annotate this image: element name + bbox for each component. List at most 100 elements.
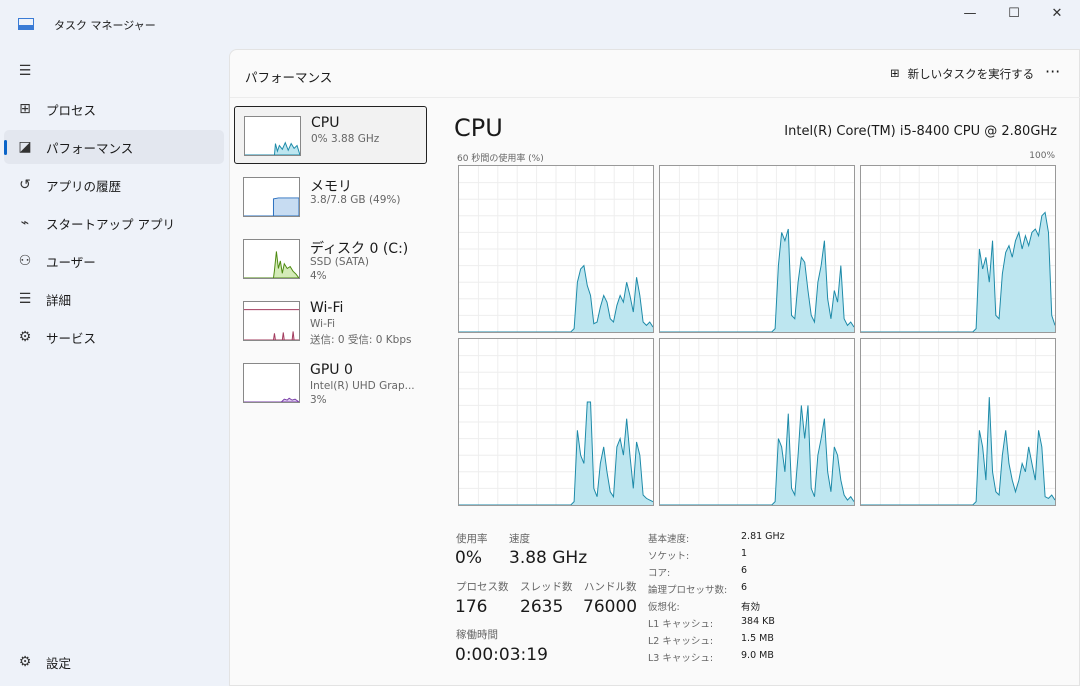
detail-value: 9.0 MB <box>741 650 774 661</box>
detail-value: 6 <box>741 565 748 576</box>
processes-icon: ⊞ <box>19 101 31 117</box>
core-usage-line <box>459 401 653 505</box>
sidebar-item-2[interactable]: ↺ アプリの履歴 <box>4 168 224 202</box>
device-sub: Intel(R) UHD Grap... <box>310 380 415 392</box>
usage-value: 0% <box>455 548 482 568</box>
detail-key: 仮想化: <box>648 602 680 613</box>
detail-key: 基本速度: <box>648 534 690 545</box>
core-usage-line <box>459 264 653 332</box>
gear-icon: ⚙ <box>18 654 32 670</box>
usage-label: 使用率 <box>456 533 488 545</box>
graph-max-label: 100% <box>1029 151 1055 161</box>
thumbnail-area <box>244 331 299 340</box>
core-usage-line <box>660 405 854 505</box>
core-usage-area <box>459 402 653 505</box>
sidebar-item-label: 設定 <box>46 655 72 671</box>
device-sub: 3.8/7.8 GB (49%) <box>310 194 401 206</box>
device-item-3[interactable]: Wi-Fi Wi-Fi 送信: 0 受信: 0 Kbps <box>234 292 427 350</box>
core-graph-4 <box>659 338 855 506</box>
sidebar-item-label: パフォーマンス <box>46 140 134 156</box>
maximize-button[interactable]: ☐ <box>1008 6 1020 21</box>
divider <box>230 97 1080 98</box>
run-new-task-button[interactable]: ⊞ 新しいタスクを実行する <box>890 66 1034 82</box>
main-panel: パフォーマンス ⊞ 新しいタスクを実行する ··· CPU 0% 3.88 GHz… <box>229 49 1080 686</box>
device-thumbnail-graph <box>243 301 300 341</box>
device-sub2: 送信: 0 受信: 0 Kbps <box>310 334 412 346</box>
more-options-button[interactable]: ··· <box>1045 62 1061 81</box>
detail-key: 論理プロセッサ数: <box>648 585 728 596</box>
close-button[interactable]: ✕ <box>1051 6 1063 21</box>
device-sub2: 3% <box>310 394 327 406</box>
handles-value: 76000 <box>583 597 638 617</box>
sidebar-item-1[interactable]: ◪ パフォーマンス <box>4 130 224 164</box>
device-name: CPU <box>311 115 340 131</box>
page-title: パフォーマンス <box>245 70 333 85</box>
detail-value: 1 <box>741 548 748 559</box>
sidebar-item-0[interactable]: ⊞ プロセス <box>4 92 224 126</box>
sidebar-item-label: サービス <box>46 330 97 346</box>
device-name: GPU 0 <box>310 362 353 378</box>
uptime-value: 0:00:03:19 <box>455 645 548 665</box>
window-title: タスク マネージャー <box>54 19 156 32</box>
users-icon: ⚇ <box>18 253 32 269</box>
core-usage-line <box>660 228 854 332</box>
details-icon: ☰ <box>18 291 32 307</box>
detail-value: 6 <box>741 582 748 593</box>
device-item-2[interactable]: ディスク 0 (C:) SSD (SATA) 4% <box>234 230 427 288</box>
device-thumbnail-graph <box>244 116 301 156</box>
startup-icon: ⌁ <box>20 215 30 231</box>
core-usage-area <box>861 212 1055 332</box>
hamburger-menu-button[interactable]: ☰ <box>4 54 224 88</box>
threads-label: スレッド数 <box>520 581 573 593</box>
device-thumbnail-graph <box>243 239 300 279</box>
core-usage-area <box>660 405 854 505</box>
new-task-icon: ⊞ <box>890 66 900 80</box>
core-graph-1 <box>659 165 855 333</box>
speed-label: 速度 <box>509 533 530 545</box>
core-usage-line <box>861 397 1055 505</box>
graph-label: 60 秒間の使用率 (%) <box>457 154 544 164</box>
detail-value: 384 KB <box>741 616 775 627</box>
device-sub: Wi-Fi <box>310 318 336 330</box>
detail-key: L1 キャッシュ: <box>648 619 714 630</box>
sidebar-item-label: アプリの履歴 <box>46 178 122 194</box>
sidebar-item-5[interactable]: ☰ 詳細 <box>4 282 224 316</box>
core-usage-area <box>459 265 653 332</box>
sidebar-item-settings[interactable]: ⚙ 設定 <box>4 645 224 679</box>
sidebar-item-label: プロセス <box>46 102 97 118</box>
detail-key: L3 キャッシュ: <box>648 653 714 664</box>
detail-key: コア: <box>648 568 671 579</box>
uptime-label: 稼働時間 <box>456 629 498 641</box>
detail-key: ソケット: <box>648 551 690 562</box>
detail-value: 1.5 MB <box>741 633 774 644</box>
title-bar: タスク マネージャー — ☐ ✕ <box>0 0 1080 48</box>
device-sub: 0% 3.88 GHz <box>311 133 380 145</box>
sidebar-item-3[interactable]: ⌁ スタートアップ アプリ <box>4 206 224 240</box>
detail-key: L2 キャッシュ: <box>648 636 714 647</box>
thumbnail-area <box>245 141 300 155</box>
cpu-heading: CPU <box>454 114 503 142</box>
threads-value: 2635 <box>520 597 564 617</box>
detail-value: 2.81 GHz <box>741 531 785 542</box>
sidebar: ☰ ⊞ プロセス ◪ パフォーマンス ↺ アプリの履歴 ⌁ スタートアップ アプリ ⚇ ユーザー ☰… <box>0 52 228 686</box>
sidebar-item-4[interactable]: ⚇ ユーザー <box>4 244 224 278</box>
device-item-1[interactable]: メモリ 3.8/7.8 GB (49%) <box>234 168 427 226</box>
core-usage-line <box>861 211 1055 332</box>
device-name: Wi-Fi <box>310 300 344 316</box>
device-name: ディスク 0 (C:) <box>310 241 409 257</box>
device-sub2: 4% <box>310 270 327 282</box>
core-graph-0 <box>458 165 654 333</box>
sidebar-item-label: 詳細 <box>46 292 72 308</box>
device-thumbnail-graph <box>243 177 300 217</box>
thumbnail-area <box>244 251 299 278</box>
history-icon: ↺ <box>19 177 31 193</box>
thumbnail-area <box>244 397 299 402</box>
minimize-button[interactable]: — <box>963 6 977 21</box>
core-usage-area <box>660 229 854 332</box>
device-item-4[interactable]: GPU 0 Intel(R) UHD Grap... 3% <box>234 354 427 412</box>
handles-label: ハンドル数 <box>584 581 637 593</box>
sidebar-item-6[interactable]: ⚙ サービス <box>4 320 224 354</box>
device-item-0[interactable]: CPU 0% 3.88 GHz <box>234 106 427 164</box>
performance-icon: ◪ <box>18 139 32 155</box>
thumbnail-area <box>244 197 299 216</box>
